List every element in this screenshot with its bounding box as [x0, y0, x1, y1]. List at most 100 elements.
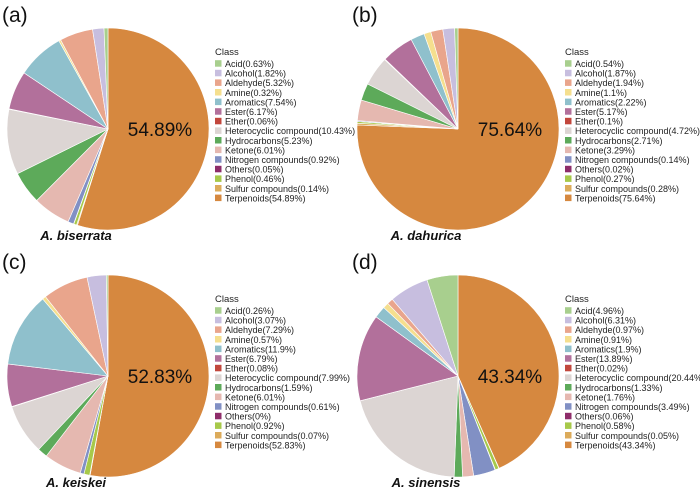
legend-label-ether: Ether(0.02%)	[575, 364, 628, 374]
legend-swatch-aldehyde	[215, 326, 222, 333]
legend-swatch-alcohol	[565, 69, 572, 77]
legend-swatch-ketone	[565, 393, 572, 401]
legend-label-sulfur-compounds: Sulfur compounds(0.14%)	[225, 184, 329, 194]
pie-slice-aromatics	[7, 298, 109, 377]
legend-swatch-aldehyde	[565, 326, 572, 333]
legend-swatch-others	[565, 165, 572, 173]
legend-swatch-amine	[565, 336, 572, 343]
legend-label-terpenoids: Terpenoids(52.83%)	[225, 440, 306, 450]
legend-label-aromatics: Aromatics(11.9%)	[225, 344, 296, 354]
legend-label-heterocyclic-compound: Heterocyclic compound(4.72%)	[575, 126, 700, 136]
legend-swatch-ketone	[565, 146, 572, 154]
legend-swatch-sulfur-compounds	[215, 432, 222, 439]
legend-swatch-phenol	[215, 175, 222, 182]
legend-label-nitrogen-compounds: Nitrogen compounds(0.61%)	[225, 402, 340, 412]
legend-label-phenol: Phenol(0.46%)	[225, 174, 285, 184]
legend-swatch-amine	[565, 89, 572, 96]
legend-swatch-acid	[215, 60, 222, 67]
major-slice-label: 43.34%	[478, 367, 543, 388]
legend-swatch-ester	[565, 108, 572, 115]
legend-label-aldehyde: Aldehyde(0.97%)	[575, 325, 644, 335]
pie	[356, 274, 560, 478]
legend-label-ketone: Ketone(3.29%)	[575, 145, 635, 155]
legend-title: Class	[215, 47, 239, 58]
legend-swatch-ketone	[215, 393, 222, 401]
panel-letter: (a)	[2, 4, 28, 27]
legend-swatch-aldehyde	[565, 79, 572, 86]
legend-swatch-terpenoids	[215, 194, 222, 202]
legend-swatch-phenol	[565, 422, 572, 429]
legend-swatch-acid	[215, 307, 222, 314]
legend-swatch-aldehyde	[215, 79, 222, 86]
legend-swatch-ether	[215, 364, 222, 372]
legend-label-acid: Acid(0.26%)	[225, 306, 274, 316]
legend-label-amine: Amine(0.32%)	[225, 88, 282, 98]
legend-label-hydrocarbons: Hydrocarbons(1.33%)	[575, 383, 663, 393]
pie	[6, 27, 210, 231]
species-title: A. keiskei	[45, 475, 106, 490]
legend-swatch-hydrocarbons	[565, 137, 572, 144]
panel-c: (c) 52.83% A. keiskei ClassAcid(0.26%)Alcoh…	[2, 251, 350, 490]
legend-label-others: Others(0.05%)	[225, 165, 284, 175]
legend-swatch-alcohol	[565, 316, 572, 324]
legend-label-aldehyde: Aldehyde(5.32%)	[225, 78, 294, 88]
legend-swatch-sulfur-compounds	[215, 185, 222, 192]
legend-swatch-hydrocarbons	[565, 384, 572, 391]
legend-label-aldehyde: Aldehyde(7.29%)	[225, 325, 294, 335]
pie-slice-acid	[426, 274, 459, 377]
legend-label-ester: Ester(5.17%)	[575, 107, 628, 117]
legend-swatch-alcohol	[215, 69, 222, 77]
legend-swatch-aromatics	[565, 98, 572, 106]
legend-label-acid: Acid(0.54%)	[575, 59, 624, 69]
pie	[6, 274, 210, 478]
legend-label-others: Others(0%)	[225, 412, 271, 422]
legend-swatch-nitrogen-compounds	[215, 403, 222, 410]
legend-label-terpenoids: Terpenoids(54.89%)	[225, 193, 306, 203]
legend-swatch-others	[215, 165, 222, 173]
legend-swatch-hydrocarbons	[215, 137, 222, 144]
legend-swatch-heterocyclic-compound	[215, 127, 222, 134]
panel-letter: (d)	[352, 251, 378, 274]
legend-swatch-sulfur-compounds	[565, 432, 572, 439]
legend-swatch-ester	[565, 355, 572, 362]
pie-slice-terpenoids	[77, 27, 210, 231]
legend-label-alcohol: Alcohol(1.87%)	[575, 69, 636, 79]
panel-b: (b) 75.64% A. dahurica ClassAcid(0.54%)Alco…	[352, 4, 700, 243]
legend-label-aromatics: Aromatics(7.54%)	[225, 97, 297, 107]
legend-label-hydrocarbons: Hydrocarbons(2.71%)	[575, 136, 663, 146]
legend-label-sulfur-compounds: Sulfur compounds(0.05%)	[575, 431, 679, 441]
legend-label-heterocyclic-compound: Heterocyclic compound(7.99%)	[225, 373, 350, 383]
legend-swatch-alcohol	[215, 316, 222, 324]
legend-label-amine: Amine(0.57%)	[225, 335, 282, 345]
legend-label-aromatics: Aromatics(2.22%)	[575, 97, 647, 107]
pie	[356, 27, 560, 231]
major-slice-label: 54.89%	[128, 120, 193, 141]
panel-a: (a) 54.89% A. biserrata ClassAcid(0.63%)Alc…	[2, 4, 355, 243]
legend-label-heterocyclic-compound: Heterocyclic compound(20.44%)	[575, 373, 700, 383]
legend-label-hydrocarbons: Hydrocarbons(5.23%)	[225, 136, 313, 146]
legend-swatch-hydrocarbons	[215, 384, 222, 391]
legend-label-ketone: Ketone(6.01%)	[225, 392, 285, 402]
legend-swatch-ether	[565, 364, 572, 372]
legend-swatch-others	[565, 412, 572, 420]
legend-label-ether: Ether(0.08%)	[225, 364, 278, 374]
legend-swatch-ketone	[215, 146, 222, 154]
pie-slice-heterocyclic-compound	[359, 375, 459, 478]
legend-label-aldehyde: Aldehyde(1.94%)	[575, 78, 644, 88]
legend-swatch-nitrogen-compounds	[215, 156, 222, 163]
legend-swatch-acid	[565, 60, 572, 67]
legend-swatch-terpenoids	[565, 194, 572, 202]
legend-title: Class	[565, 294, 589, 305]
panel-letter: (c)	[2, 251, 27, 274]
legend-swatch-ester	[215, 108, 222, 115]
legend-swatch-phenol	[565, 175, 572, 182]
pie-slice-acid	[454, 27, 459, 130]
legend-swatch-acid	[565, 307, 572, 314]
legend-swatch-ether	[565, 117, 572, 125]
legend-swatch-heterocyclic-compound	[215, 374, 222, 381]
legend-label-hydrocarbons: Hydrocarbons(1.59%)	[225, 383, 313, 393]
legend-label-nitrogen-compounds: Nitrogen compounds(0.14%)	[575, 155, 690, 165]
legend-swatch-others	[215, 412, 222, 420]
legend-label-others: Others(0.06%)	[575, 412, 634, 422]
legend-label-sulfur-compounds: Sulfur compounds(0.28%)	[575, 184, 679, 194]
